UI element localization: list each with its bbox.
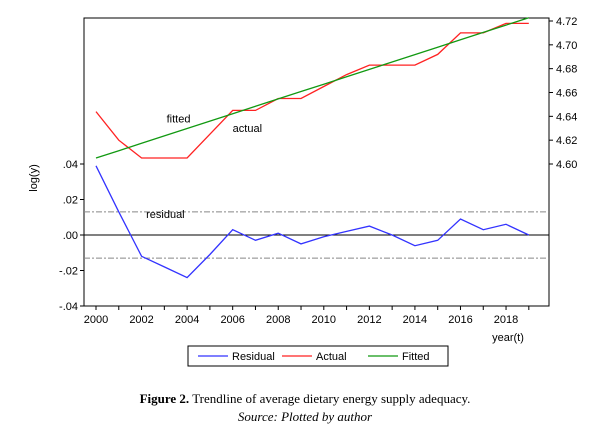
series-line-actual bbox=[95, 22, 529, 159]
right-tick-label: 4.62 bbox=[556, 135, 577, 147]
reference-lines bbox=[84, 211, 549, 259]
left-tick-label: .00 bbox=[63, 230, 78, 242]
right-tick-label: 4.72 bbox=[556, 16, 577, 28]
series-line-residual bbox=[95, 165, 530, 279]
legend-label-actual: Actual bbox=[316, 351, 347, 363]
legend-label-fitted: Fitted bbox=[402, 351, 430, 363]
series-line-fitted bbox=[95, 17, 530, 159]
annotation-actual: actual bbox=[233, 123, 262, 135]
left-tick-label: -.02 bbox=[59, 266, 78, 278]
axes: -.04 -.02 .00 .02 .04 4.60 4.62 4.64 4.66 4.68 4.7… bbox=[59, 16, 577, 326]
right-tick-label: 4.68 bbox=[556, 64, 577, 76]
annotations: fitted actual residual bbox=[146, 113, 262, 221]
right-tick-label: 4.66 bbox=[556, 88, 577, 100]
left-tick-label: .02 bbox=[63, 195, 78, 207]
figure-label: Figure 2. bbox=[139, 391, 190, 406]
x-tick-label: 2012 bbox=[357, 314, 381, 326]
right-tick-label: 4.60 bbox=[556, 159, 577, 171]
x-tick-label: 2008 bbox=[266, 314, 290, 326]
left-tick-label: .04 bbox=[63, 159, 78, 171]
x-tick-label: 2006 bbox=[220, 314, 244, 326]
y-axis-label: log(y) bbox=[28, 164, 40, 192]
left-tick-label: -.04 bbox=[59, 301, 78, 313]
figure-source: Source: Plotted by author bbox=[237, 409, 373, 424]
x-tick-label: 2010 bbox=[312, 314, 336, 326]
x-tick-label: 2018 bbox=[494, 314, 518, 326]
series-lines bbox=[95, 17, 530, 279]
x-tick-label: 2000 bbox=[84, 314, 108, 326]
x-tick-label: 2014 bbox=[403, 314, 427, 326]
right-tick-label: 4.64 bbox=[556, 111, 577, 123]
legend: Residual Actual Fitted bbox=[187, 345, 449, 367]
x-tick-label: 2004 bbox=[175, 314, 199, 326]
plot-area bbox=[83, 17, 550, 307]
annotation-fitted: fitted bbox=[167, 113, 191, 125]
chart: -.04 -.02 .00 .02 .04 4.60 4.62 4.64 4.66 4.68 4.7… bbox=[28, 16, 577, 367]
figure-caption: Figure 2. Trendline of average dietary e… bbox=[0, 391, 610, 407]
right-tick-label: 4.70 bbox=[556, 40, 577, 52]
figure-caption-text: Trendline of average dietary energy supp… bbox=[189, 391, 471, 406]
x-axis-label: year(t) bbox=[492, 332, 524, 344]
x-tick-label: 2002 bbox=[129, 314, 153, 326]
legend-label-residual: Residual bbox=[232, 351, 275, 363]
x-tick-label: 2016 bbox=[448, 314, 472, 326]
legend-box bbox=[187, 345, 449, 367]
annotation-residual: residual bbox=[146, 209, 185, 221]
